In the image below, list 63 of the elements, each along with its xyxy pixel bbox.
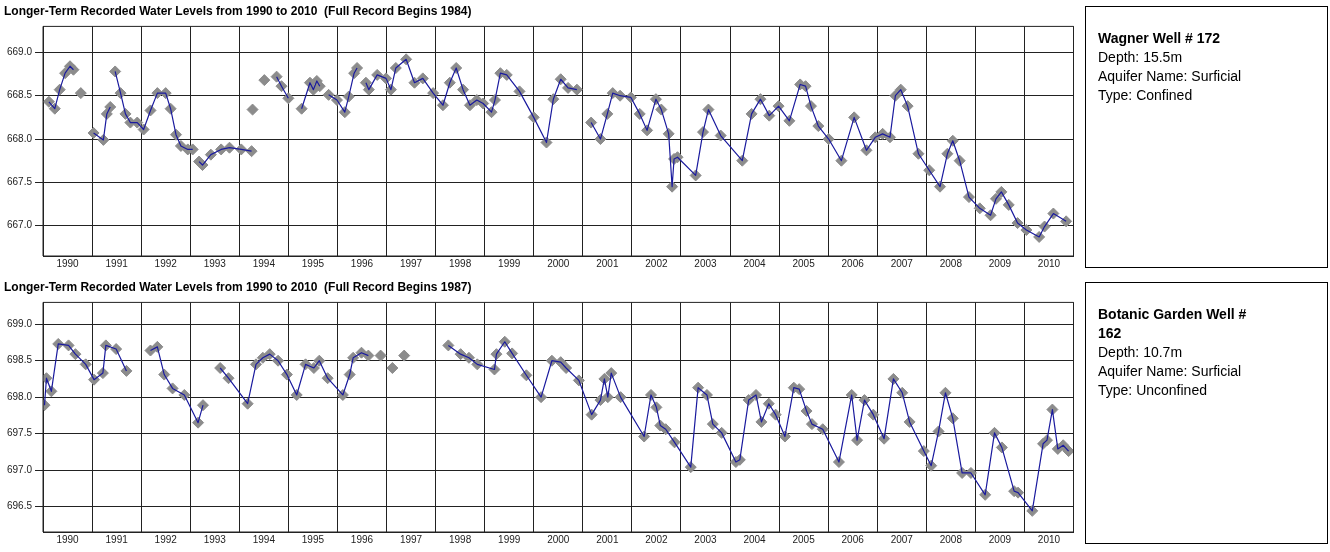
x-tick-label: 2009: [988, 257, 1012, 269]
x-tick-label: 1994: [252, 533, 276, 545]
x-tick-label: 1998: [449, 533, 472, 545]
x-tick-label: 1999: [498, 257, 521, 269]
x-tick-label: 2000: [547, 533, 570, 545]
y-tick-label: 668.0: [6, 132, 33, 144]
y-tick-label: 669.0: [6, 46, 33, 58]
y-tick-label: 697.0: [6, 463, 33, 475]
x-tick-label: 1991: [105, 257, 129, 269]
x-tick-label: 2010: [1037, 533, 1061, 545]
y-tick-label: 667.0: [6, 219, 33, 231]
x-tick-label: 2006: [841, 257, 865, 269]
x-tick-label: 2002: [645, 533, 668, 545]
x-tick-label: 2002: [645, 257, 668, 269]
x-tick-label: 1998: [449, 257, 472, 269]
x-tick-label: 2001: [596, 533, 619, 545]
y-tick-label: 698.0: [6, 390, 33, 402]
x-tick-label: 1993: [203, 533, 227, 545]
x-tick-label: 2003: [694, 257, 718, 269]
x-tick-label: 2008: [939, 533, 963, 545]
text: Botanic Garden Well # 162: [1098, 305, 1248, 343]
text: Type: Unconfined: [1098, 381, 1208, 400]
x-tick-label: 2004: [743, 533, 767, 545]
text: Aquifer Name: Surficial: [1098, 362, 1243, 381]
text: Aquifer Name: Surficial: [1098, 67, 1243, 86]
y-tick-label: 667.5: [6, 176, 33, 188]
x-tick-label: 1997: [399, 533, 423, 545]
y-tick-label: 696.5: [6, 500, 33, 512]
x-tick-label: 1990: [56, 533, 80, 545]
chart-title: Longer-Term Recorded Water Levels from 1990 to 2010 (Full Record Begins 1984): [4, 3, 472, 18]
x-tick-label: 1990: [56, 257, 80, 269]
x-tick-label: 1994: [252, 257, 276, 269]
x-tick-label: 2001: [596, 257, 619, 269]
y-tick-label: 697.5: [6, 427, 33, 439]
x-tick-label: 1992: [154, 533, 178, 545]
x-tick-label: 1995: [301, 533, 325, 545]
x-tick-label: 2005: [792, 533, 816, 545]
x-tick-label: 2007: [890, 257, 914, 269]
y-tick-label: 699.0: [6, 318, 33, 330]
x-tick-label: 2007: [890, 533, 914, 545]
chart-title: Longer-Term Recorded Water Levels from 1990 to 2010 (Full Record Begins 1987): [4, 279, 472, 294]
x-tick-label: 1995: [301, 257, 325, 269]
text: Type: Confined: [1098, 86, 1194, 105]
x-tick-label: 1992: [154, 257, 178, 269]
y-tick-label: 698.5: [6, 354, 33, 366]
x-tick-label: 1993: [203, 257, 227, 269]
x-tick-label: 2008: [939, 257, 963, 269]
x-tick-label: 2005: [792, 257, 816, 269]
x-tick-label: 2003: [694, 533, 718, 545]
x-tick-label: 2009: [988, 533, 1012, 545]
x-tick-label: 2010: [1037, 257, 1061, 269]
x-tick-label: 1996: [350, 257, 374, 269]
x-tick-label: 1991: [105, 533, 129, 545]
x-tick-label: 1997: [399, 257, 423, 269]
x-tick-label: 2000: [547, 257, 570, 269]
x-tick-label: 2004: [743, 257, 767, 269]
x-tick-label: 1996: [350, 533, 374, 545]
text: Depth: 15.5m: [1098, 48, 1184, 67]
y-tick-label: 668.5: [6, 89, 33, 101]
x-tick-label: 1999: [498, 533, 521, 545]
x-tick-label: 2006: [841, 533, 865, 545]
text: Depth: 10.7m: [1098, 343, 1184, 362]
text: Wagner Well # 172: [1098, 29, 1222, 48]
